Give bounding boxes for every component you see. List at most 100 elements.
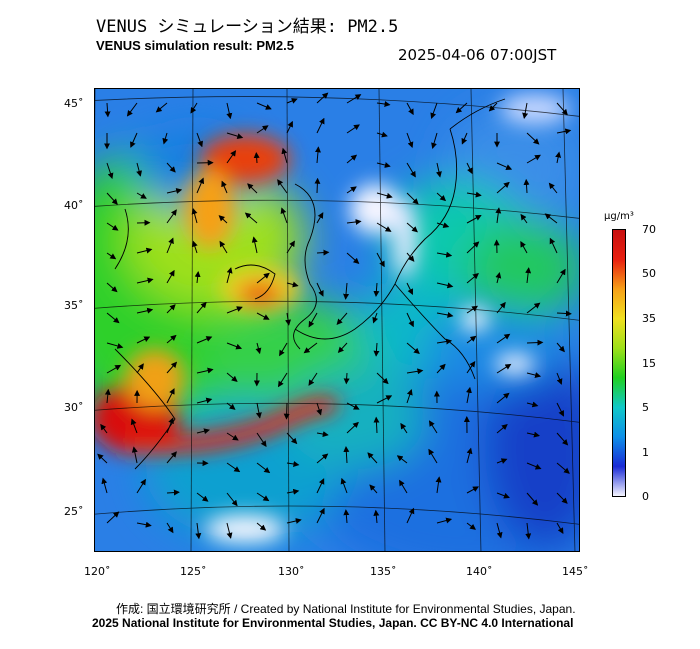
wind-vector — [466, 272, 479, 284]
wind-vector — [136, 363, 144, 374]
wind-vector — [277, 179, 288, 194]
wind-vector — [373, 282, 380, 297]
wind-vector — [436, 363, 446, 374]
colorbar-tick-70: 70 — [642, 223, 656, 236]
wind-vector — [316, 212, 324, 224]
wind-vector — [191, 208, 198, 224]
wind-vector — [286, 432, 298, 445]
wind-vector — [555, 151, 562, 164]
lat-label-25: 25˚ — [64, 505, 84, 518]
wind-vector — [522, 102, 529, 119]
wind-vector — [496, 162, 513, 170]
credit-text: 作成: 国立環境研究所 / Created by National Instit… — [116, 602, 576, 616]
wind-vector — [544, 213, 558, 224]
wind-vector — [136, 192, 147, 199]
lat-label-35: 35˚ — [64, 299, 84, 312]
wind-vector — [256, 432, 267, 448]
wind-vector — [166, 237, 174, 254]
wind-vector — [556, 492, 568, 504]
wind-vector — [346, 124, 360, 134]
pm25-map — [94, 88, 580, 552]
wind-vector — [226, 102, 233, 120]
wind-vector — [346, 186, 357, 194]
wind-vector — [346, 154, 358, 164]
wind-vector — [244, 212, 258, 224]
wind-vector — [283, 402, 290, 420]
wind-vector — [367, 452, 378, 464]
colorbar-tick-35: 35 — [642, 312, 656, 325]
wind-vector — [373, 416, 380, 434]
wind-vector — [251, 236, 258, 254]
wind-vector — [226, 372, 238, 382]
wind-vector — [280, 207, 288, 224]
title-english: VENUS simulation result: PM2.5 — [96, 38, 294, 53]
wind-vector — [556, 432, 569, 446]
wind-vector — [488, 102, 498, 112]
wind-vector — [219, 240, 228, 254]
wind-vector — [256, 312, 270, 320]
wind-vector — [525, 522, 532, 540]
wind-vector — [556, 102, 568, 116]
wind-vector — [308, 372, 318, 386]
wind-vector — [281, 147, 288, 164]
wind-vector — [466, 241, 480, 254]
wind-vector — [256, 102, 272, 110]
wind-vector — [196, 177, 205, 194]
wind-vector — [526, 372, 542, 378]
wind-vector — [277, 372, 288, 388]
wind-vector — [106, 222, 119, 231]
wind-vector — [520, 213, 528, 224]
wind-vector — [343, 509, 350, 524]
wind-vector — [346, 421, 359, 434]
wind-vector — [526, 401, 539, 408]
wind-vector — [548, 182, 558, 194]
wind-vector — [221, 180, 228, 194]
lon-label-145: 145˚ — [562, 565, 589, 578]
wind-vector — [166, 334, 177, 344]
wind-vector — [285, 312, 292, 326]
wind-vector — [369, 484, 378, 494]
wind-vector — [336, 312, 348, 325]
wind-vector — [100, 423, 108, 434]
wind-vector — [466, 191, 482, 198]
wind-vector — [316, 453, 329, 464]
wind-vector — [166, 489, 180, 496]
wind-vector — [430, 102, 438, 119]
wind-vector — [428, 448, 438, 464]
wind-vector — [166, 388, 175, 404]
wind-vector — [436, 517, 453, 524]
wind-vector — [104, 102, 111, 118]
wind-vector — [556, 310, 572, 317]
wind-vector — [166, 522, 174, 534]
wind-vector — [191, 240, 198, 254]
wind-vector — [436, 338, 453, 345]
wind-vector — [316, 249, 330, 256]
wind-vector — [136, 521, 152, 528]
wind-vector — [496, 492, 510, 499]
wind-vector — [376, 395, 393, 404]
colorbar-tick-15: 15 — [642, 357, 656, 370]
wind-vector — [226, 267, 233, 284]
wind-vector — [136, 336, 151, 344]
colorbar-tick-1: 1 — [642, 446, 649, 459]
wind-vector — [466, 335, 477, 344]
wind-vector — [496, 392, 510, 404]
wind-vector — [196, 367, 214, 374]
wind-vector — [406, 102, 414, 116]
wind-vector — [279, 342, 288, 357]
wind-vector — [556, 268, 566, 284]
wind-vector — [376, 222, 392, 232]
wind-vector — [316, 478, 325, 494]
wind-vector — [526, 431, 540, 438]
wind-vector — [106, 282, 118, 293]
wind-vector — [526, 339, 544, 346]
wind-vector — [136, 478, 146, 494]
wind-vector — [343, 282, 350, 300]
wind-vector — [435, 476, 442, 494]
wind-vector — [556, 402, 564, 417]
wind-vector — [466, 386, 472, 404]
wind-vector — [436, 251, 453, 258]
wind-vector — [556, 522, 564, 534]
timestamp: 2025-04-06 07:00JST — [398, 46, 557, 64]
wind-vector — [316, 117, 325, 134]
